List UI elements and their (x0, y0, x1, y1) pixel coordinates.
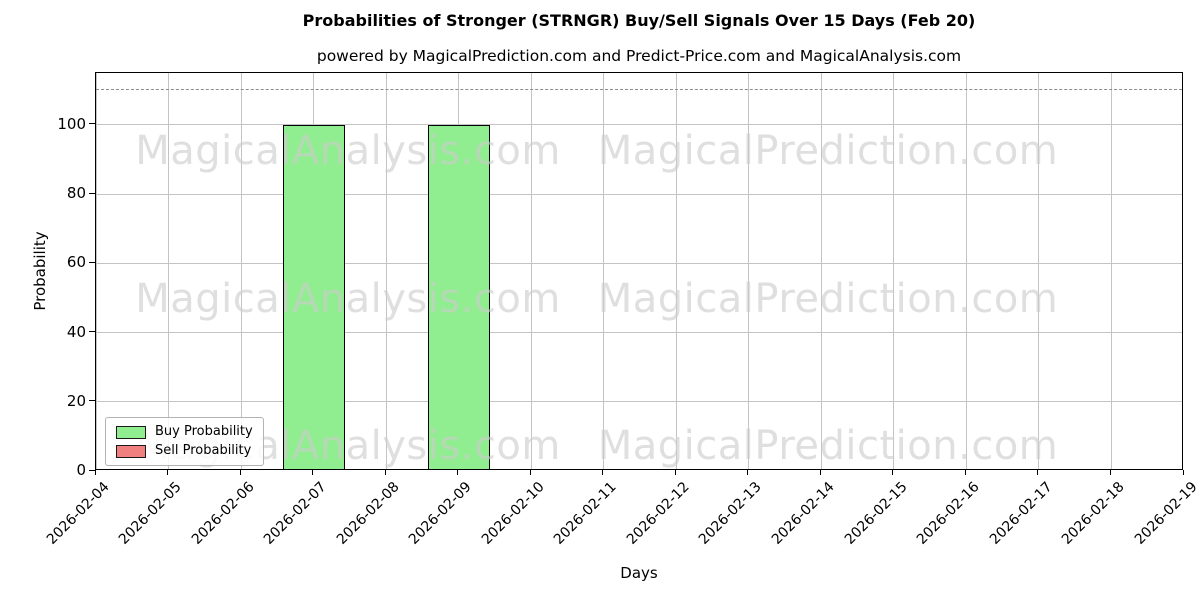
legend: Buy Probability Sell Probability (105, 417, 264, 466)
legend-item: Sell Probability (116, 443, 253, 459)
x-tick-label: 2026-02-16 (913, 479, 983, 548)
h-gridline (96, 193, 1182, 195)
x-tick-mark (167, 470, 169, 475)
x-tick-mark (1037, 470, 1039, 475)
y-tick-mark (89, 400, 95, 402)
x-tick-mark (312, 470, 314, 475)
v-gridline (893, 73, 895, 469)
x-tick-label: 2026-02-12 (623, 479, 693, 548)
v-gridline (240, 73, 242, 469)
y-tick-label: 100 (57, 114, 86, 133)
bar (282, 124, 345, 469)
chart-subtitle: powered by MagicalPrediction.com and Pre… (316, 47, 962, 65)
v-gridline (1038, 73, 1040, 469)
y-tick-label: 40 (66, 322, 86, 341)
legend-swatch (116, 425, 146, 439)
v-gridline (168, 73, 170, 469)
legend-label: Buy Probability (155, 424, 253, 439)
threshold-line (96, 89, 1182, 91)
y-tick-mark (89, 469, 95, 471)
h-gridline (96, 332, 1182, 334)
v-gridline (1110, 73, 1112, 469)
x-tick-label: 2026-02-09 (406, 479, 475, 548)
watermark-text: MagicalAnalysis.com (135, 276, 561, 322)
y-tick-label: 80 (66, 184, 86, 203)
x-tick-mark (457, 470, 459, 475)
watermark-text: MagicalPrediction.com (597, 128, 1059, 174)
x-tick-mark (1109, 470, 1111, 475)
legend-swatch (116, 444, 146, 458)
h-gridline (96, 124, 1182, 126)
h-gridline (96, 262, 1182, 264)
x-tick-mark (819, 470, 821, 475)
x-tick-label: 2026-02-08 (333, 479, 403, 548)
bar (427, 124, 490, 469)
x-tick-label: 2026-02-13 (696, 479, 766, 548)
x-tick-label: 2026-02-10 (478, 479, 548, 548)
v-gridline (820, 73, 822, 469)
watermark-text: MagicalPrediction.com (597, 276, 1059, 322)
x-tick-mark (384, 470, 386, 475)
y-tick-label: 0 (76, 461, 86, 479)
legend-item: Buy Probability (116, 424, 253, 440)
x-tick-label: 2026-02-06 (188, 479, 258, 548)
y-tick-label: 20 (66, 391, 86, 410)
v-gridline (965, 73, 967, 469)
h-gridline (96, 401, 1182, 403)
v-gridline (385, 73, 387, 469)
x-tick-mark (239, 470, 241, 475)
watermark-text: MagicalPrediction.com (597, 423, 1059, 469)
x-tick-mark (602, 470, 604, 475)
v-gridline (675, 73, 677, 469)
v-gridline (530, 73, 532, 469)
x-tick-mark (964, 470, 966, 475)
x-tick-label: 2026-02-15 (841, 479, 911, 548)
plot-area: MagicalAnalysis.com MagicalPrediction.com… (95, 72, 1183, 470)
x-tick-mark (1182, 470, 1184, 475)
legend-label: Sell Probability (155, 443, 252, 458)
x-tick-mark (529, 470, 531, 475)
y-tick-mark (89, 261, 95, 263)
x-tick-mark (94, 470, 96, 475)
x-tick-label: 2026-02-04 (43, 479, 113, 548)
x-tick-label: 2026-02-18 (1058, 479, 1128, 548)
y-tick-mark (89, 192, 95, 194)
y-tick-label: 60 (66, 253, 86, 272)
x-tick-mark (674, 470, 676, 475)
x-tick-label: 2026-02-17 (986, 479, 1056, 548)
x-tick-label: 2026-02-14 (768, 479, 838, 548)
y-tick-mark (89, 123, 95, 125)
chart-title: Probabilities of Stronger (STRNGR) Buy/S… (302, 11, 976, 30)
watermark-text: MagicalAnalysis.com (135, 128, 561, 174)
x-tick-mark (747, 470, 749, 475)
v-gridline (748, 73, 750, 469)
x-tick-mark (892, 470, 894, 475)
x-tick-label: 2026-02-05 (116, 479, 185, 548)
x-tick-label: 2026-02-19 (1131, 479, 1200, 548)
y-tick-mark (89, 331, 95, 333)
x-tick-label: 2026-02-07 (261, 479, 330, 548)
x-axis-label: Days (620, 564, 658, 582)
v-gridline (603, 73, 605, 469)
v-gridline (96, 73, 97, 469)
x-tick-label: 2026-02-11 (551, 479, 621, 548)
